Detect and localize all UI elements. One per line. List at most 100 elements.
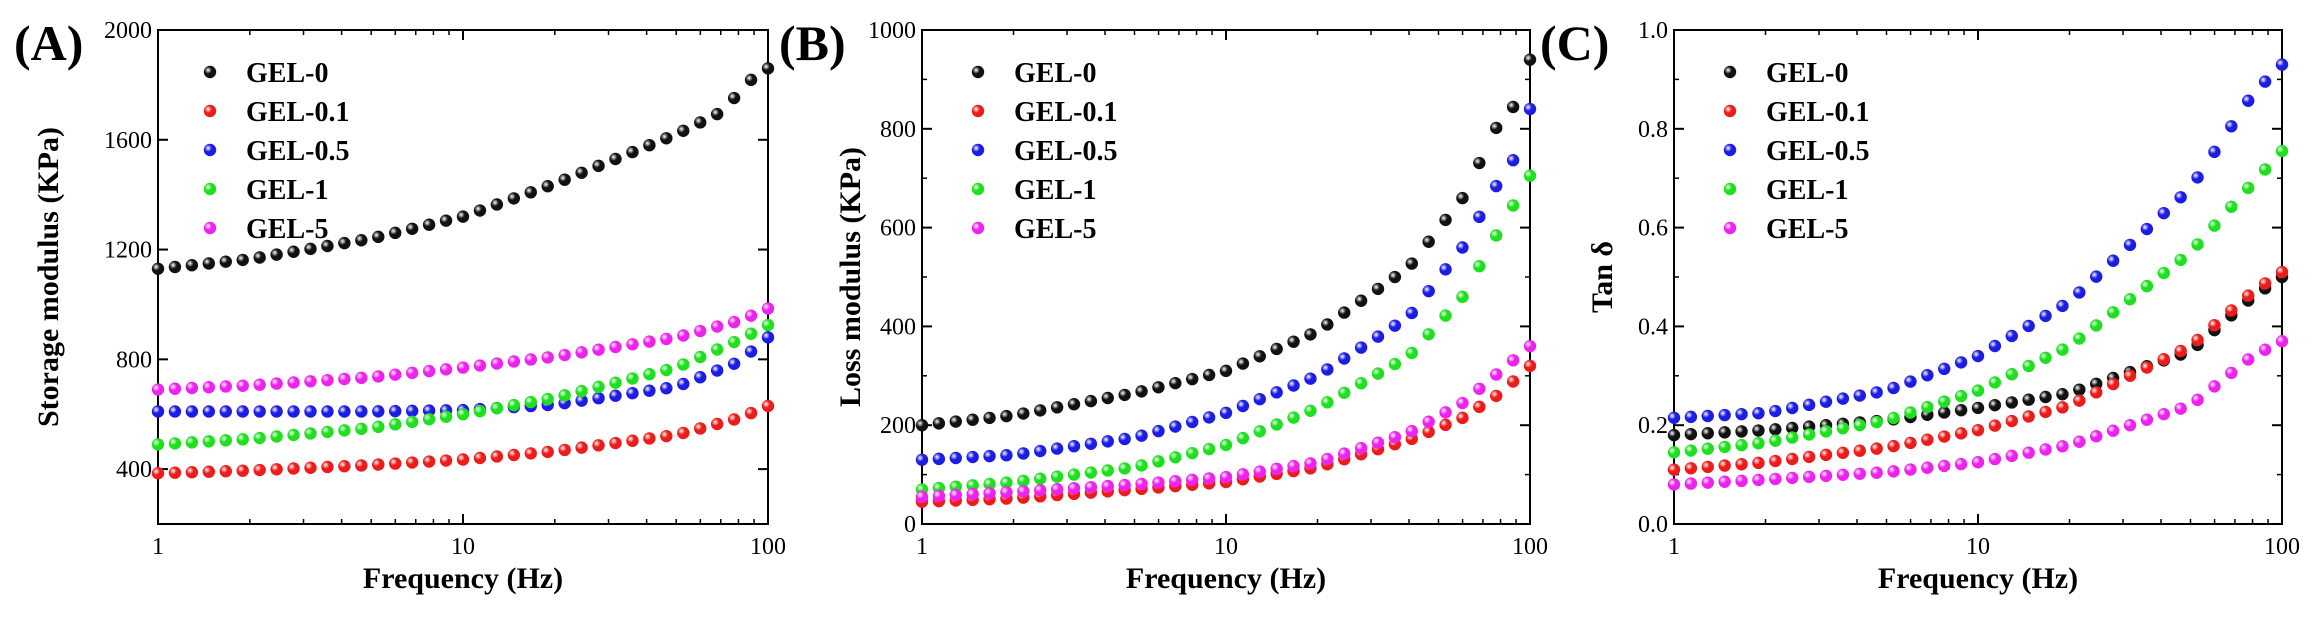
- panel-a-point-gel-0-1: [660, 429, 673, 443]
- panel-a-point-gel-1: [575, 384, 588, 398]
- panel-c-point-gel-1: [1752, 437, 1765, 450]
- panel-c-point-gel-0-1: [1786, 452, 1799, 466]
- panel-c-legend-marker-gel-0: [1723, 65, 1737, 79]
- panel-b-point-gel-0: [1354, 294, 1368, 307]
- panel-c-point-gel-0-5: [2225, 120, 2238, 133]
- panel-a-point-gel-1: [694, 350, 707, 364]
- panel-a-point-gel-0: [168, 260, 182, 274]
- panel-b-point-gel-1: [983, 477, 996, 491]
- panel-c-point-gel-0: [2022, 393, 2035, 406]
- panel-b-point-gel-5: [1338, 447, 1351, 460]
- panel-b-point-gel-0-5: [1186, 415, 1199, 429]
- panel-b-point-gel-0: [1422, 235, 1435, 248]
- panel-a-point-gel-0: [338, 236, 351, 250]
- panel-a-point-gel-0: [727, 91, 741, 105]
- panel-a-point-gel-0-1: [727, 413, 741, 426]
- panel-c-point-gel-0-5: [1752, 407, 1765, 420]
- panel-a-point-gel-1: [270, 430, 283, 443]
- panel-c-point-gel-5: [2056, 440, 2069, 453]
- panel-b-point-gel-0: [1253, 350, 1266, 363]
- panel-a-point-gel-5: [202, 381, 216, 394]
- panel-a-point-gel-0-1: [677, 426, 690, 440]
- panel-a-point-gel-0-1: [321, 460, 334, 474]
- panel-b-x-tick-label: 10: [1214, 534, 1238, 560]
- panel-c-point-gel-0-1: [1971, 423, 1985, 437]
- panel-a-point-gel-0-1: [541, 445, 554, 459]
- panel-c-point-gel-5: [1853, 467, 1866, 480]
- panel-a-point-gel-0: [524, 186, 537, 199]
- panel-b-point-gel-5: [1473, 382, 1486, 395]
- panel-c-point-gel-0-5: [1904, 375, 1917, 388]
- panel-a: (A) 1 10 100 400 800 1200 1600 2000 Frequency (Hz…: [14, 15, 786, 595]
- panel-a-point-gel-1: [321, 425, 334, 439]
- panel-a-point-gel-0: [355, 234, 368, 247]
- panel-a-point-gel-5: [253, 378, 266, 391]
- panel-c: (C) 1 10 100 0.0 0.2 0.4 0.6 0.8 1.0 Frequency (Hz…: [1540, 15, 2300, 595]
- panel-a-point-gel-1: [761, 318, 775, 332]
- panel-a-point-gel-1: [643, 368, 656, 381]
- panel-a-point-gel-0-5: [422, 404, 436, 417]
- panel-a-point-gel-0: [643, 138, 656, 152]
- panel-a-point-gel-0-1: [507, 448, 521, 462]
- panel-c-legend-label-gel-5: GEL-5: [1766, 214, 1848, 245]
- panel-a-series-gel-5: [151, 302, 775, 396]
- panel-a-point-gel-1: [202, 435, 216, 448]
- panel-c-point-gel-0-5: [1938, 362, 1951, 376]
- panel-b-point-gel-1: [1118, 462, 1131, 475]
- panel-c-point-gel-0-1: [1954, 427, 1968, 440]
- panel-c-point-gel-0-5: [1921, 368, 1934, 382]
- panel-b-point-gel-0-5: [1169, 420, 1182, 433]
- panel-a-point-gel-5: [439, 363, 453, 376]
- panel-c-point-gel-1: [1667, 446, 1681, 459]
- panel-a-series-gel-0-5: [151, 331, 775, 418]
- panel-c-point-gel-1: [1853, 418, 1866, 432]
- panel-b-point-gel-0: [1152, 381, 1165, 394]
- panel-b-point-gel-0-1: [1506, 375, 1520, 388]
- panel-b-point-gel-1: [1388, 357, 1402, 371]
- panel-b-point-gel-0-5: [1101, 435, 1114, 448]
- panel-a-point-gel-0-1: [270, 463, 283, 476]
- panel-b-point-gel-0: [1118, 388, 1131, 402]
- panel-a-point-gel-0-5: [694, 371, 707, 384]
- panel-c-point-gel-0: [1735, 425, 1748, 438]
- panel-b-point-gel-1: [1253, 425, 1266, 438]
- panel-b-y-tick-label: 400: [880, 314, 916, 340]
- panel-c-point-gel-0: [2039, 390, 2052, 404]
- panel-c-point-gel-0-5: [2140, 222, 2154, 236]
- panel-c-point-gel-0-1: [2090, 386, 2103, 399]
- panel-a-series-gel-1: [151, 318, 775, 451]
- panel-c-point-gel-0-5: [1684, 410, 1698, 424]
- panel-a-point-gel-5: [694, 324, 707, 338]
- panel-b-point-gel-5: [1270, 462, 1283, 476]
- panel-b-x-tick-label: 100: [1512, 534, 1548, 560]
- panel-b-point-gel-1: [1067, 468, 1081, 481]
- panel-a-legend-label-gel-5: GEL-5: [246, 214, 328, 245]
- panel-a-point-gel-0: [219, 255, 232, 268]
- panel-a-point-gel-0: [422, 218, 436, 231]
- panel-a-point-gel-1: [592, 380, 605, 394]
- panel-c-point-gel-0-5: [2106, 254, 2120, 267]
- panel-a-point-gel-5: [592, 343, 605, 356]
- panel-b-legend-label-gel-0-5: GEL-0.5: [1014, 136, 1117, 167]
- panel-b-legend-marker-gel-0-5: [971, 143, 985, 157]
- panel-b-point-gel-0-5: [966, 450, 979, 464]
- panel-a-point-gel-0-1: [592, 439, 605, 452]
- panel-b-point-gel-5: [1118, 478, 1131, 492]
- panel-b-point-gel-0-5: [1017, 447, 1030, 460]
- panel-a-point-gel-0-1: [643, 432, 656, 445]
- panel-c-point-gel-0-1: [2039, 405, 2052, 419]
- panel-c-point-gel-5: [2258, 343, 2272, 356]
- panel-a-point-gel-0-5: [202, 405, 216, 418]
- panel-c-point-gel-0: [1988, 398, 2002, 412]
- panel-a-point-gel-0-1: [473, 451, 487, 465]
- panel-b-point-gel-0: [932, 417, 946, 430]
- panel-a-y-axis-title: Storage modulus (KPa): [32, 127, 65, 427]
- panel-a-point-gel-0-5: [744, 345, 758, 358]
- panel-c-point-gel-1: [2174, 253, 2187, 267]
- panel-c-point-gel-0: [1938, 406, 1951, 419]
- panel-b-point-gel-0-5: [1338, 352, 1351, 365]
- panel-a-point-gel-0: [626, 145, 639, 159]
- panel-c-point-gel-5: [1904, 463, 1917, 476]
- panel-b-point-gel-0-5: [1152, 424, 1165, 438]
- panel-a-point-gel-1: [456, 408, 470, 421]
